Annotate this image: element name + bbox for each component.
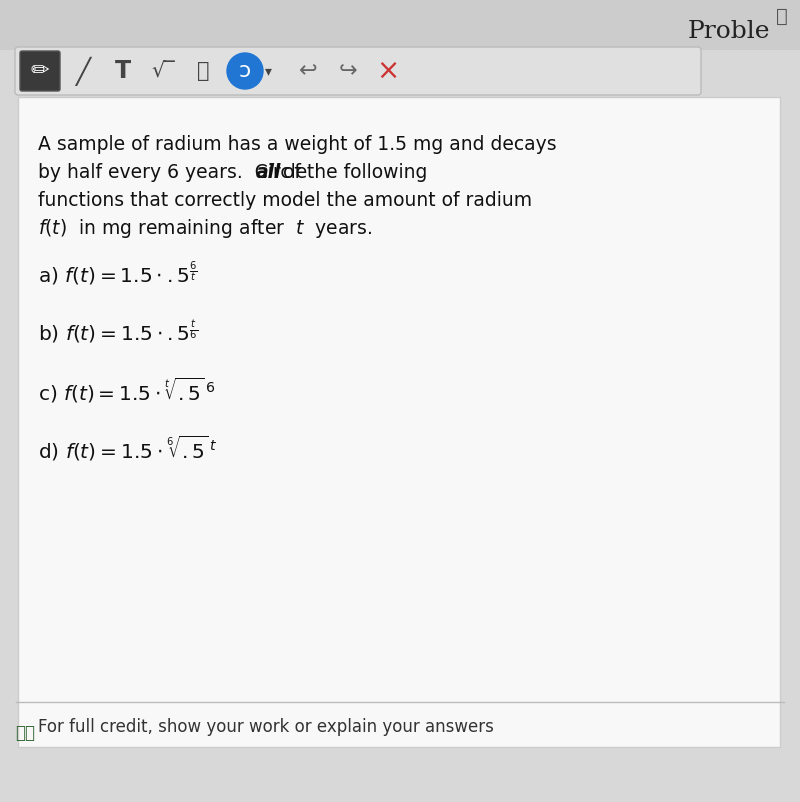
Text: 🌲🌲: 🌲🌲 [15,724,35,742]
Text: $f(t)$  in mg remaining after  $t$  years.: $f(t)$ in mg remaining after $t$ years. [38,217,372,240]
Text: For full credit, show your work or explain your answers: For full credit, show your work or expla… [38,718,494,736]
Text: Proble: Proble [687,21,770,43]
FancyBboxPatch shape [20,51,60,91]
Text: ↄ: ↄ [239,61,251,81]
Text: d) $f\left(t\right) = 1.5 \cdot \sqrt[6]{.5}^{\,t}$: d) $f\left(t\right) = 1.5 \cdot \sqrt[6]… [38,433,218,463]
Text: ↩: ↩ [298,61,318,81]
Text: ×: × [376,57,400,85]
Text: ╱: ╱ [75,56,90,86]
Text: ⤢: ⤢ [776,7,788,26]
Text: of the following: of the following [277,163,427,181]
FancyBboxPatch shape [18,97,780,747]
FancyBboxPatch shape [15,47,701,95]
Text: by half every 6 years.  Circle: by half every 6 years. Circle [38,163,314,181]
FancyBboxPatch shape [0,0,800,50]
Text: ⬧: ⬧ [197,61,210,81]
Text: functions that correctly model the amount of radium: functions that correctly model the amoun… [38,191,532,209]
Text: a) $f\left(t\right) = 1.5 \cdot .5^{\frac{6}{t}}$: a) $f\left(t\right) = 1.5 \cdot .5^{\fra… [38,260,198,288]
Text: T: T [115,59,131,83]
Text: all: all [256,163,281,181]
Text: b) $f\left(t\right) = 1.5 \cdot .5^{\frac{t}{6}}$: b) $f\left(t\right) = 1.5 \cdot .5^{\fra… [38,318,198,346]
Text: √‾: √‾ [151,61,175,81]
Text: ↪: ↪ [338,61,358,81]
Text: ▾: ▾ [265,64,271,78]
Text: c) $f\left(t\right) = 1.5 \cdot \sqrt[t]{.5}^{\,6}$: c) $f\left(t\right) = 1.5 \cdot \sqrt[t]… [38,375,215,404]
Circle shape [227,53,263,89]
Text: ✏: ✏ [30,61,50,81]
Text: A sample of radium has a weight of 1.5 mg and decays: A sample of radium has a weight of 1.5 m… [38,135,557,153]
